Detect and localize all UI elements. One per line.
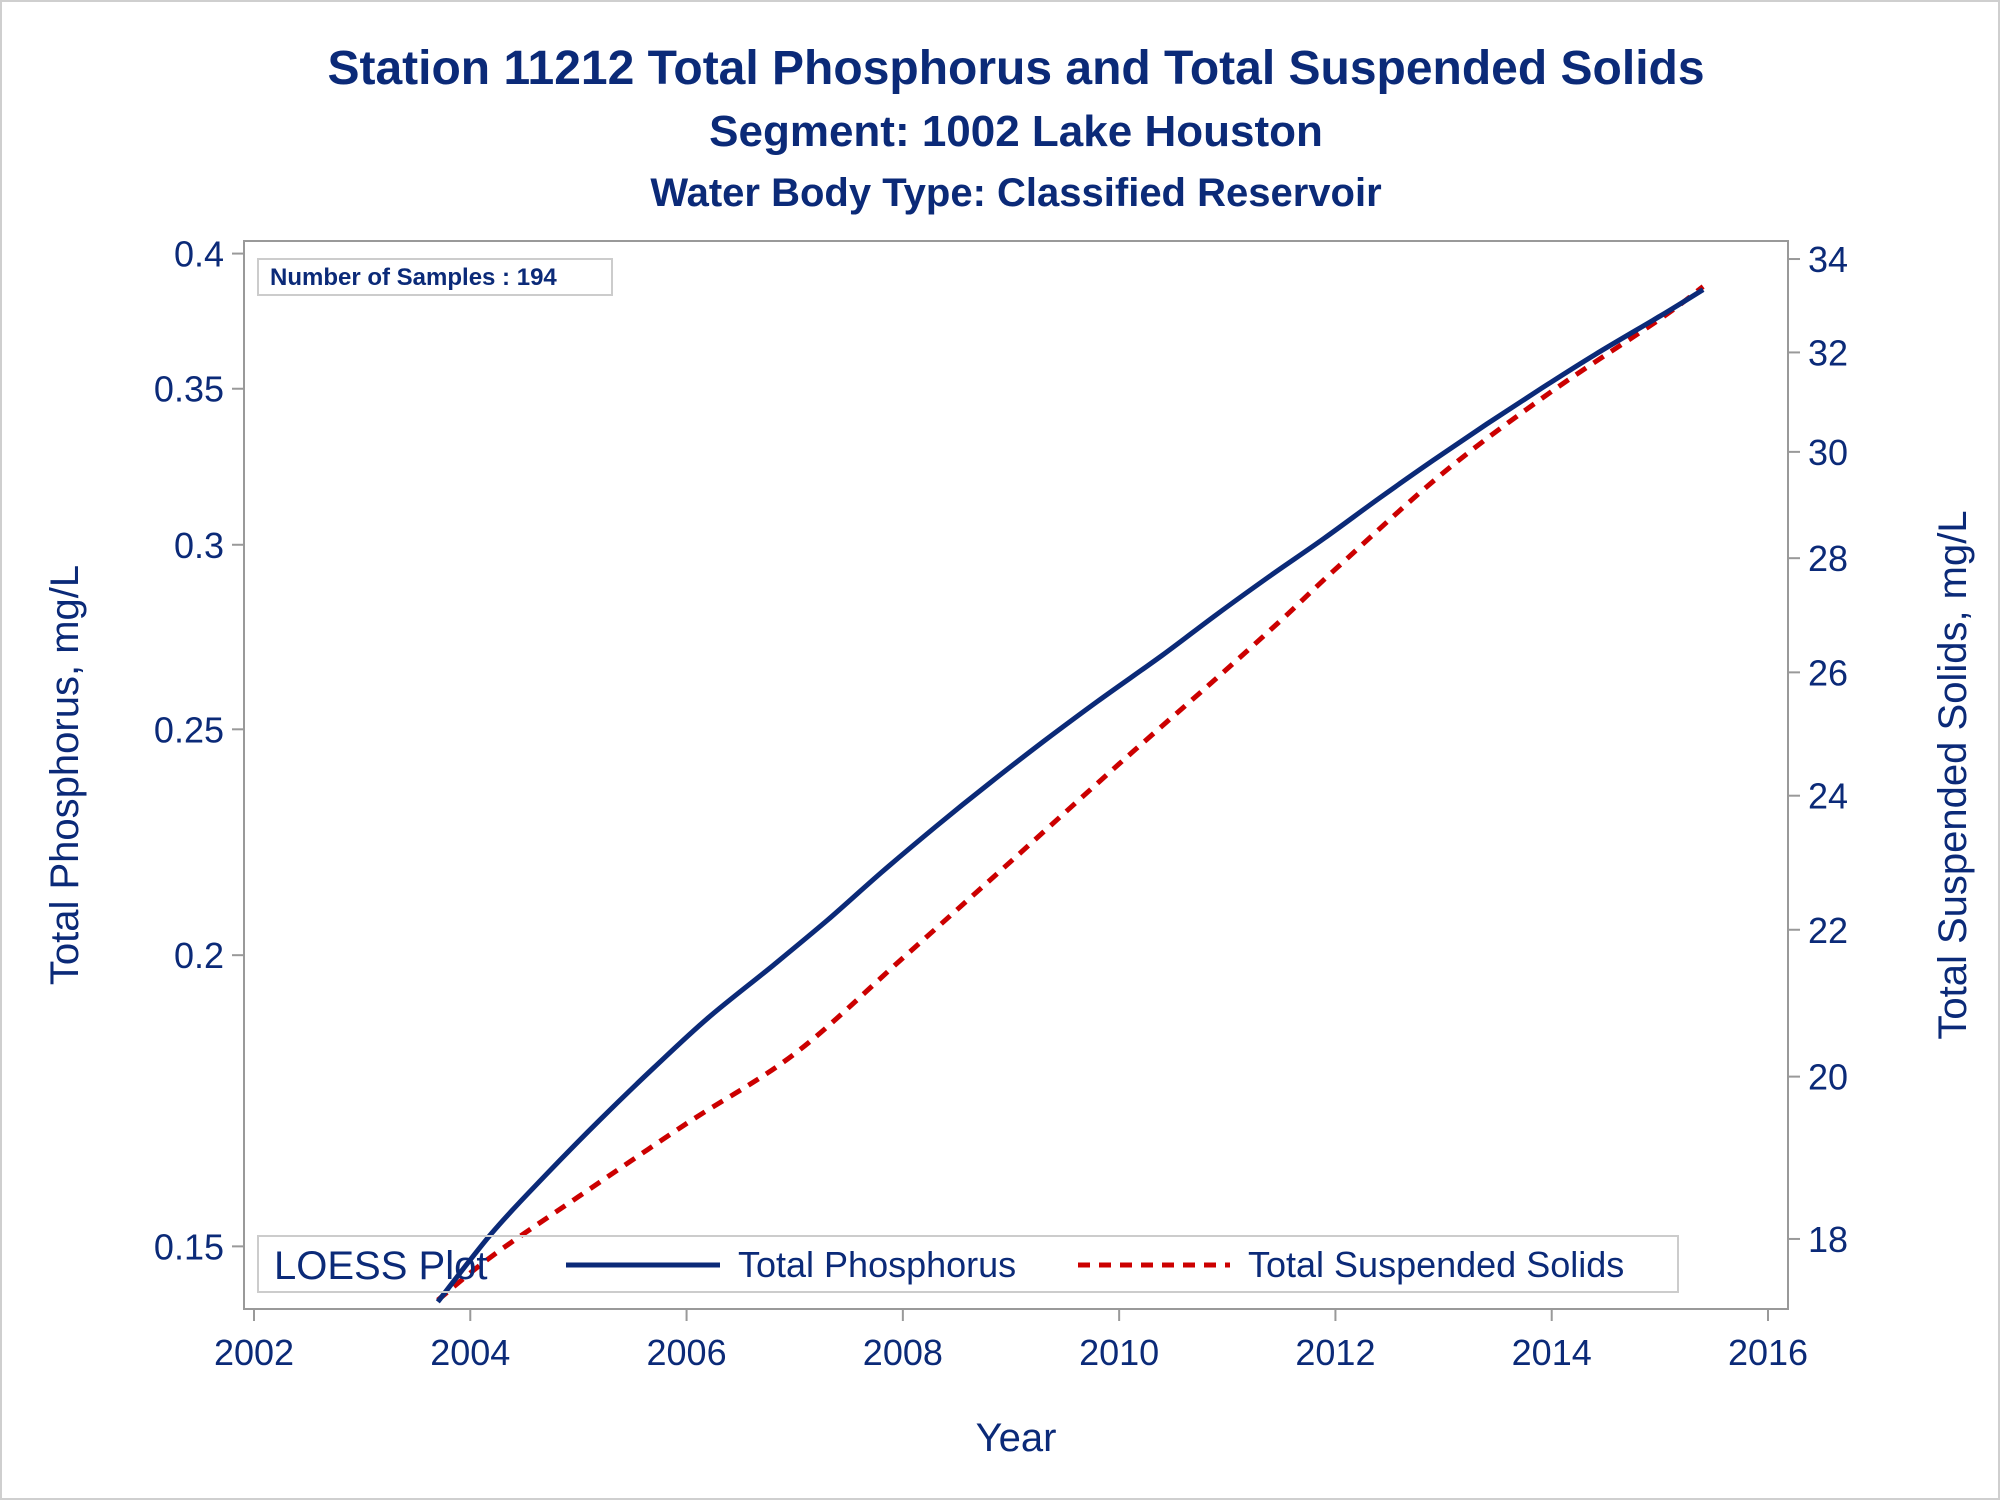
series-line-total-phosphorus bbox=[435, 287, 1705, 1304]
legend-label-total-suspended-solids: Total Suspended Solids bbox=[1248, 1244, 1624, 1285]
y-right-tick-label: 28 bbox=[1808, 538, 1848, 579]
y-left-tick-label: 0.4 bbox=[174, 234, 224, 275]
y-right-tick-label: 30 bbox=[1808, 432, 1848, 473]
sample-count-text: Number of Samples : 194 bbox=[270, 264, 557, 291]
y-left-tick-label: 0.15 bbox=[154, 1226, 224, 1267]
y-right-tick-label: 34 bbox=[1808, 239, 1848, 280]
x-tick-label: 2010 bbox=[1079, 1332, 1159, 1373]
y-axis-right-label: Total Suspended Solids, mg/L bbox=[1931, 510, 1975, 1039]
legend-title: LOESS Plot bbox=[274, 1244, 487, 1288]
x-tick-label: 2006 bbox=[647, 1332, 727, 1373]
series-line-total-suspended-solids bbox=[436, 284, 1705, 1303]
y-left-tick-label: 0.3 bbox=[174, 525, 224, 566]
plot-frame bbox=[243, 240, 1789, 1310]
chart-title: Station 11212 Total Phosphorus and Total… bbox=[327, 42, 1704, 95]
x-tick-label: 2008 bbox=[863, 1332, 943, 1373]
y-axis-left-label: Total Phosphorus, mg/L bbox=[43, 565, 87, 985]
x-tick-label: 2004 bbox=[430, 1332, 510, 1373]
y-right-tick-label: 32 bbox=[1808, 332, 1848, 373]
y-right-tick-label: 26 bbox=[1808, 652, 1848, 693]
y-right-tick-label: 18 bbox=[1808, 1219, 1848, 1260]
x-tick-label: 2014 bbox=[1512, 1332, 1592, 1373]
sample-count-box bbox=[257, 258, 613, 296]
x-tick-label: 2012 bbox=[1295, 1332, 1375, 1373]
x-tick-label: 2002 bbox=[214, 1332, 294, 1373]
legend-box bbox=[257, 1235, 1679, 1293]
y-left-tick-label: 0.35 bbox=[154, 369, 224, 410]
x-axis-label: Year bbox=[976, 1416, 1057, 1460]
legend-label-total-phosphorus: Total Phosphorus bbox=[738, 1244, 1016, 1285]
y-right-tick-label: 20 bbox=[1808, 1057, 1848, 1098]
x-axis: 2002 2004 2006 2008 2010 2012 2014 2016 bbox=[214, 1309, 1808, 1373]
y-left-tick-label: 0.2 bbox=[174, 935, 224, 976]
chart-subtitle: Segment: 1002 Lake Houston bbox=[709, 107, 1323, 156]
y-left-tick-label: 0.25 bbox=[154, 709, 224, 750]
y-axis-right: 18 20 22 24 26 28 30 32 34 bbox=[1788, 239, 1848, 1260]
chart-subtitle-2: Water Body Type: Classified Reservoir bbox=[650, 171, 1381, 215]
x-tick-label: 2016 bbox=[1728, 1332, 1808, 1373]
y-axis-left: 0.15 0.2 0.25 0.3 0.35 0.4 bbox=[154, 234, 244, 1267]
y-right-tick-label: 24 bbox=[1808, 776, 1848, 817]
y-right-tick-label: 22 bbox=[1808, 910, 1848, 951]
legend: LOESS Plot Total Phosphorus Total Suspen… bbox=[257, 1235, 1679, 1293]
